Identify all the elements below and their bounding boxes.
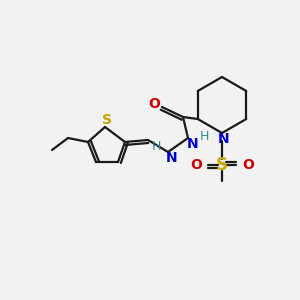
Text: H: H bbox=[199, 130, 209, 142]
Text: H: H bbox=[151, 140, 161, 154]
Text: N: N bbox=[218, 132, 230, 146]
Text: S: S bbox=[216, 156, 228, 174]
Text: S: S bbox=[102, 113, 112, 127]
Text: N: N bbox=[187, 137, 199, 151]
Text: O: O bbox=[148, 97, 160, 111]
Text: O: O bbox=[242, 158, 254, 172]
Text: O: O bbox=[190, 158, 202, 172]
Text: N: N bbox=[166, 151, 178, 165]
